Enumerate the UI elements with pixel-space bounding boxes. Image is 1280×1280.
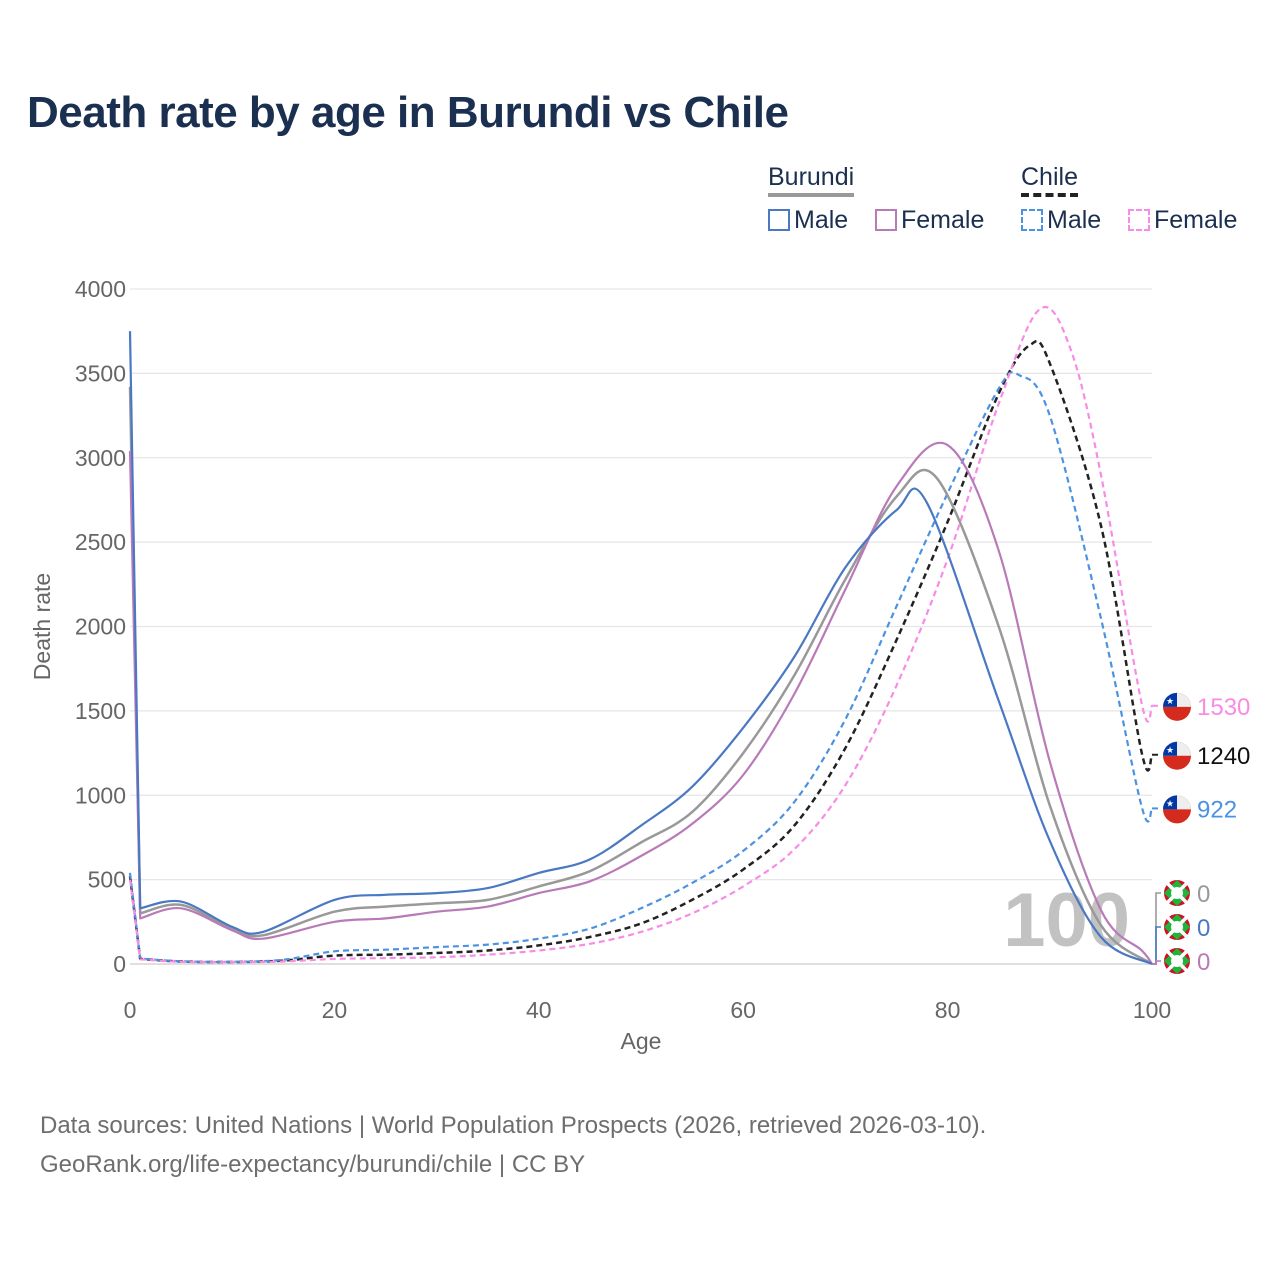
end-label-chile_female: 1530 <box>1197 694 1250 721</box>
series-line-burundi-total <box>128 386 1153 966</box>
y-tick-label: 0 <box>113 951 126 977</box>
source-note: Data sources: United Nations | World Pop… <box>40 1106 986 1184</box>
flag-chile-blue <box>1163 692 1177 707</box>
legend-burundi-male-label: Male <box>794 206 849 234</box>
legend-burundi-female-label: Female <box>901 206 985 234</box>
legend-chile-male-label: Male <box>1047 206 1102 234</box>
series-line-burundi-female <box>128 441 1153 965</box>
flag-burundi-disc <box>1171 955 1183 967</box>
legend-burundi-female[interactable]: Female <box>875 205 984 235</box>
legend-group-burundi: Burundi <box>768 163 855 197</box>
chart-title: Death rate by age in Burundi vs Chile <box>27 88 789 137</box>
x-tick-label: 20 <box>322 997 348 1023</box>
flag-chile-star: ★ <box>1166 746 1174 756</box>
end-flag-burundi_female <box>1164 948 1190 974</box>
end-flag-chile_male: ★ <box>1163 795 1191 824</box>
legend-group-burundi-label: Burundi <box>768 163 855 191</box>
flag-chile-blue <box>1163 741 1177 756</box>
end-flag-burundi_total <box>1164 880 1190 906</box>
flag-burundi-disc <box>1171 921 1183 933</box>
source-line-2[interactable]: GeoRank.org/life-expectancy/burundi/chil… <box>40 1151 586 1178</box>
x-tick-label: 100 <box>1133 997 1171 1023</box>
legend-burundi-male[interactable]: Male <box>768 205 848 235</box>
y-tick-label: 1000 <box>75 782 126 808</box>
legend-chile-male[interactable]: Male <box>1021 205 1101 235</box>
end-label-chile_total: 1240 <box>1197 743 1250 770</box>
y-tick-label: 2500 <box>75 529 126 555</box>
age-watermark: 100 <box>1003 878 1130 963</box>
legend-chile-line <box>1021 193 1078 197</box>
legend-swatch-chile-male <box>1021 209 1043 231</box>
y-tick-label: 1500 <box>75 698 126 724</box>
end-connector-burundi_female <box>1152 960 1161 965</box>
y-tick-label: 3500 <box>75 360 126 386</box>
series-line-chile-total <box>128 339 1154 964</box>
legend-chile-female[interactable]: Female <box>1128 205 1237 235</box>
end-label-burundi_male: 0 <box>1197 915 1210 942</box>
y-axis-title: Death rate <box>29 573 55 680</box>
legend-group-chile: Chile <box>1021 163 1078 197</box>
x-tick-label: 60 <box>730 997 756 1023</box>
x-tick-label: 0 <box>124 997 137 1023</box>
end-label-burundi_total: 0 <box>1197 881 1210 908</box>
legend-chile-female-label: Female <box>1154 206 1238 234</box>
legend-swatch-burundi-female <box>875 209 897 231</box>
flag-chile-star: ★ <box>1166 799 1174 809</box>
end-flag-burundi_male <box>1164 914 1190 940</box>
x-tick-label: 80 <box>935 997 961 1023</box>
series-line-burundi-male <box>128 331 1153 966</box>
flag-chile-blue <box>1163 795 1177 810</box>
end-flag-chile_female: ★ <box>1163 692 1191 721</box>
end-label-chile_male: 922 <box>1197 796 1237 823</box>
y-tick-label: 2000 <box>75 614 126 640</box>
y-tick-label: 500 <box>88 867 126 893</box>
end-label-burundi_female: 0 <box>1197 949 1210 976</box>
y-tick-label: 3000 <box>75 445 126 471</box>
source-line-1: Data sources: United Nations | World Pop… <box>40 1112 987 1139</box>
end-connector-burundi_male <box>1152 926 1161 965</box>
x-tick-label: 40 <box>526 997 552 1023</box>
legend-swatch-chile-female <box>1128 209 1150 231</box>
series-line-chile-male <box>128 371 1154 964</box>
flag-burundi-disc <box>1171 887 1183 899</box>
flag-chile-star: ★ <box>1166 697 1174 707</box>
series-line-chile-female <box>128 306 1154 964</box>
legend-swatch-burundi-male <box>768 209 790 231</box>
end-flag-chile_total: ★ <box>1163 741 1191 770</box>
y-tick-label: 4000 <box>75 276 126 302</box>
x-axis-title: Age <box>621 1028 662 1054</box>
legend-group-chile-label: Chile <box>1021 163 1078 191</box>
legend-burundi-line <box>768 193 855 197</box>
